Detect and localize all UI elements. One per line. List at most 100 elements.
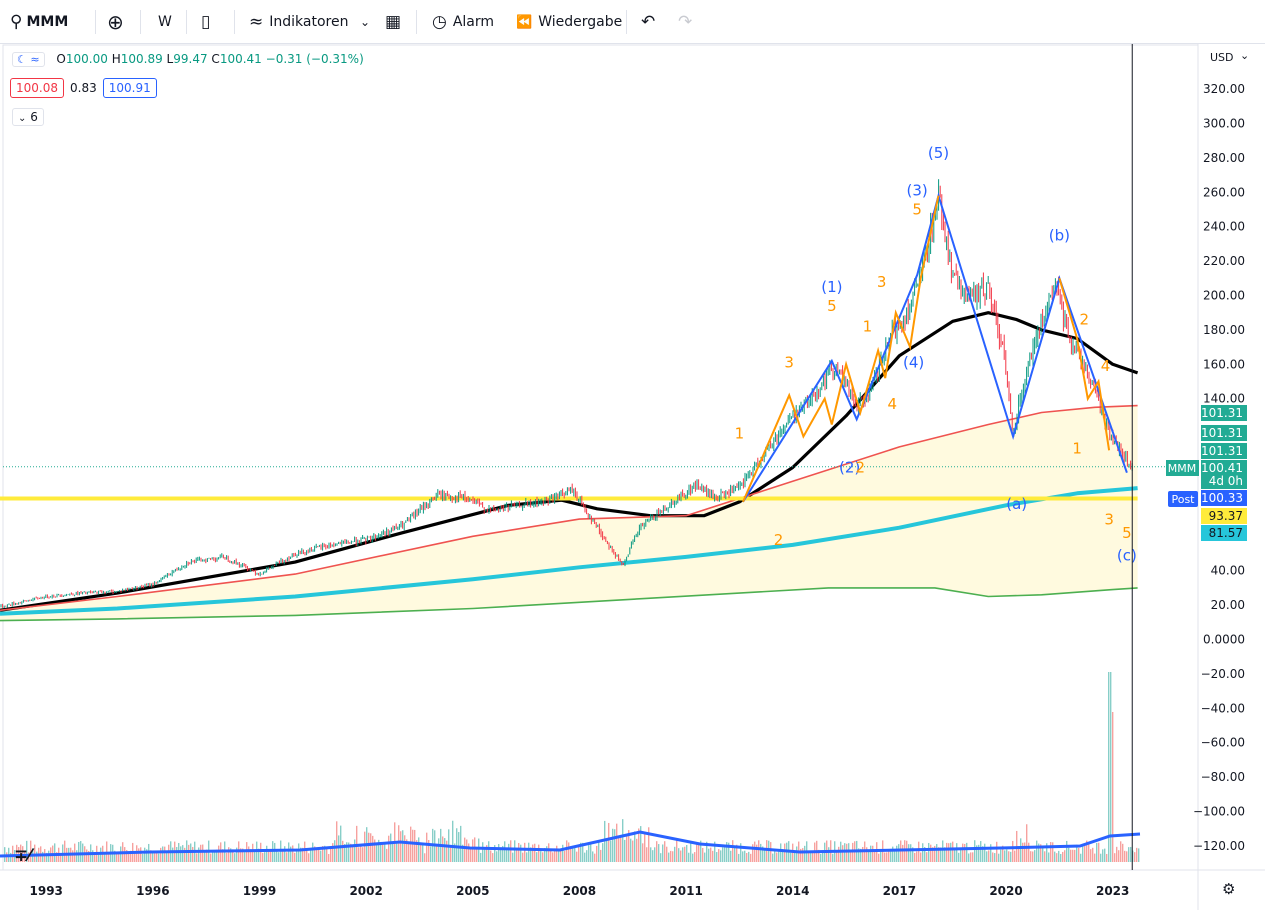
volume-bar <box>146 849 148 862</box>
volume-bar <box>144 847 146 862</box>
volume-bar <box>1048 852 1050 862</box>
symbol-search[interactable]: ⚲ MMM <box>10 0 68 44</box>
volume-bar <box>702 847 704 862</box>
wave-label: 3 <box>1104 510 1114 528</box>
indicators-dropdown[interactable]: ⌄ <box>360 0 370 44</box>
volume-bar <box>532 844 534 862</box>
volume-bar <box>158 853 160 862</box>
templates-button[interactable]: ▦ <box>385 0 401 44</box>
x-tick-label: 1999 <box>243 884 276 898</box>
compare-button[interactable]: ⊕ <box>107 0 124 44</box>
volume-bar <box>1038 843 1040 862</box>
y-tick-label: 280.00 <box>1203 151 1245 165</box>
volume-bar <box>540 851 542 862</box>
redo-button[interactable]: ↷ <box>678 0 692 44</box>
volume-bar <box>822 850 824 862</box>
volume-bar <box>590 844 592 862</box>
volume-bar <box>204 851 206 862</box>
volume-bar <box>644 831 646 862</box>
volume-bar <box>712 850 714 862</box>
volume-bar <box>1068 847 1070 862</box>
volume-bar <box>338 835 340 862</box>
top-toolbar: ⚲ MMM ⊕ W ▯ ≈ Indikatoren ⌄ ▦ ◷ Alarm ⏪ … <box>0 0 1265 44</box>
sell-price-button[interactable]: 100.08 <box>10 78 64 98</box>
volume-bar <box>470 848 472 862</box>
indicators-label: Indikatoren <box>269 14 349 30</box>
volume-bar <box>320 850 322 862</box>
volume-bar <box>880 851 882 862</box>
volume-bar <box>1102 849 1104 862</box>
plus-circle-icon: ⊕ <box>107 9 124 34</box>
volume-bar <box>872 845 874 862</box>
volume-bar <box>332 843 334 862</box>
gear-icon[interactable]: ⚙ <box>1222 880 1236 898</box>
alarm-button[interactable]: ◷ Alarm <box>432 0 494 44</box>
volume-bar <box>1020 838 1022 862</box>
volume-bar <box>506 848 508 862</box>
volume-bar <box>60 853 62 862</box>
volume-bar <box>866 847 868 862</box>
volume-bar <box>206 849 208 862</box>
volume-bar <box>72 850 74 862</box>
chart-type-button[interactable]: ▯ <box>201 0 210 44</box>
volume-bar <box>344 843 346 862</box>
volume-bar <box>926 852 928 862</box>
volume-bar <box>56 852 58 862</box>
volume-bar <box>768 840 770 862</box>
wave-label: (a) <box>1006 495 1027 513</box>
volume-bar <box>672 851 674 862</box>
volume-bar <box>334 840 336 862</box>
volume-bar <box>352 845 354 862</box>
volume-bar <box>524 842 526 862</box>
volume-bar <box>988 850 990 862</box>
volume-bar <box>522 852 524 862</box>
volume-bar <box>510 840 512 862</box>
volume-bar <box>12 845 14 862</box>
volume-bar <box>466 839 468 862</box>
volume-bar <box>808 853 810 862</box>
volume-bar <box>940 847 942 862</box>
interval-label: W <box>158 14 172 30</box>
volume-bar <box>292 845 294 862</box>
volume-bar <box>80 841 82 862</box>
volume-bar <box>374 839 376 862</box>
volume-bar <box>548 843 550 862</box>
volume-bar <box>662 844 664 862</box>
price-tag-bg <box>1201 460 1247 476</box>
undo-button[interactable]: ↶ <box>641 0 655 44</box>
volume-bar <box>750 853 752 862</box>
volume-bar <box>346 842 348 862</box>
visibility-toggle-icon[interactable]: ☾ ≈ <box>12 52 45 67</box>
volume-bar <box>358 847 360 862</box>
volume-bar <box>528 842 530 862</box>
volume-bar <box>650 847 652 862</box>
volume-bar <box>910 844 912 862</box>
volume-bar <box>558 850 560 862</box>
indicators-button[interactable]: ≈ Indikatoren <box>249 0 348 44</box>
volume-bar <box>226 852 228 862</box>
volume-bar <box>1098 842 1100 862</box>
volume-bar <box>660 853 662 862</box>
buy-price-button[interactable]: 100.91 <box>102 78 157 98</box>
volume-bar <box>182 845 184 862</box>
volume-bar <box>536 852 538 862</box>
symbol-label: MMM <box>26 14 69 30</box>
search-icon: ⚲ <box>10 11 23 32</box>
volume-bar <box>862 846 864 862</box>
volume-bar <box>398 825 400 862</box>
volume-bar <box>126 850 128 862</box>
volume-bar <box>898 844 900 862</box>
volume-bar <box>422 844 424 862</box>
replay-button[interactable]: ⏪ Wiedergabe <box>516 0 622 44</box>
y-tick-label: 40.00 <box>1211 564 1245 578</box>
volume-bar <box>608 822 610 862</box>
volume-bar <box>938 847 940 862</box>
interval-button[interactable]: W <box>158 0 172 44</box>
indicators-collapse-button[interactable]: ⌄ 6 <box>12 108 44 126</box>
price-tag: 101.31 <box>1201 406 1243 420</box>
volume-bar <box>754 841 756 862</box>
volume-bar <box>168 844 170 862</box>
volume-bar <box>812 852 814 862</box>
volume-bar <box>130 850 132 862</box>
